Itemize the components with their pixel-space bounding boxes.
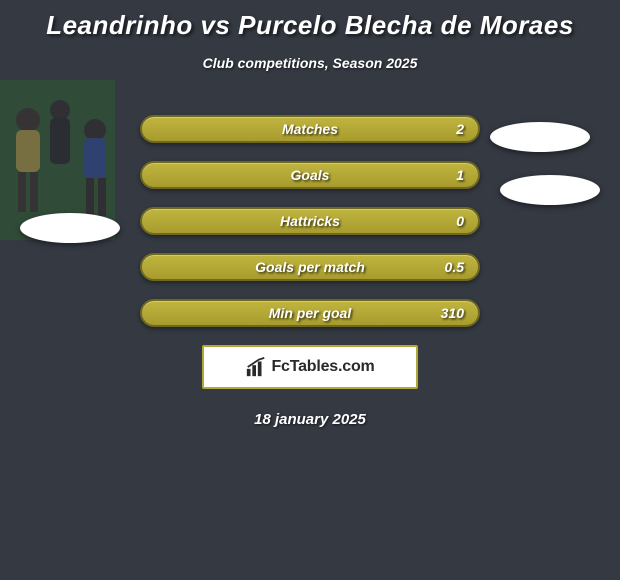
stat-value: 310	[441, 305, 464, 321]
stat-row-min-per-goal: Min per goal 310	[140, 299, 480, 327]
logo-text: FcTables.com	[271, 358, 374, 376]
stat-label: Min per goal	[269, 305, 351, 321]
stat-value: 0.5	[445, 259, 464, 275]
placeholder-oval	[490, 122, 590, 152]
stat-row-goals: Goals 1	[140, 161, 480, 189]
stat-value: 0	[456, 213, 464, 229]
stat-row-hattricks: Hattricks 0	[140, 207, 480, 235]
stat-value: 1	[456, 167, 464, 183]
stat-label: Goals per match	[255, 259, 365, 275]
stat-label: Matches	[282, 121, 338, 137]
placeholder-oval	[500, 175, 600, 205]
stat-label: Hattricks	[280, 213, 340, 229]
stat-row-goals-per-match: Goals per match 0.5	[140, 253, 480, 281]
stat-value: 2	[456, 121, 464, 137]
stat-row-matches: Matches 2	[140, 115, 480, 143]
page-title: Leandrinho vs Purcelo Blecha de Moraes	[0, 0, 620, 41]
stat-label: Goals	[291, 167, 330, 183]
fctables-logo: FcTables.com	[202, 345, 418, 389]
placeholder-oval	[20, 213, 120, 243]
subtitle: Club competitions, Season 2025	[0, 55, 620, 71]
bar-chart-icon	[245, 356, 267, 378]
date: 18 january 2025	[0, 411, 620, 428]
